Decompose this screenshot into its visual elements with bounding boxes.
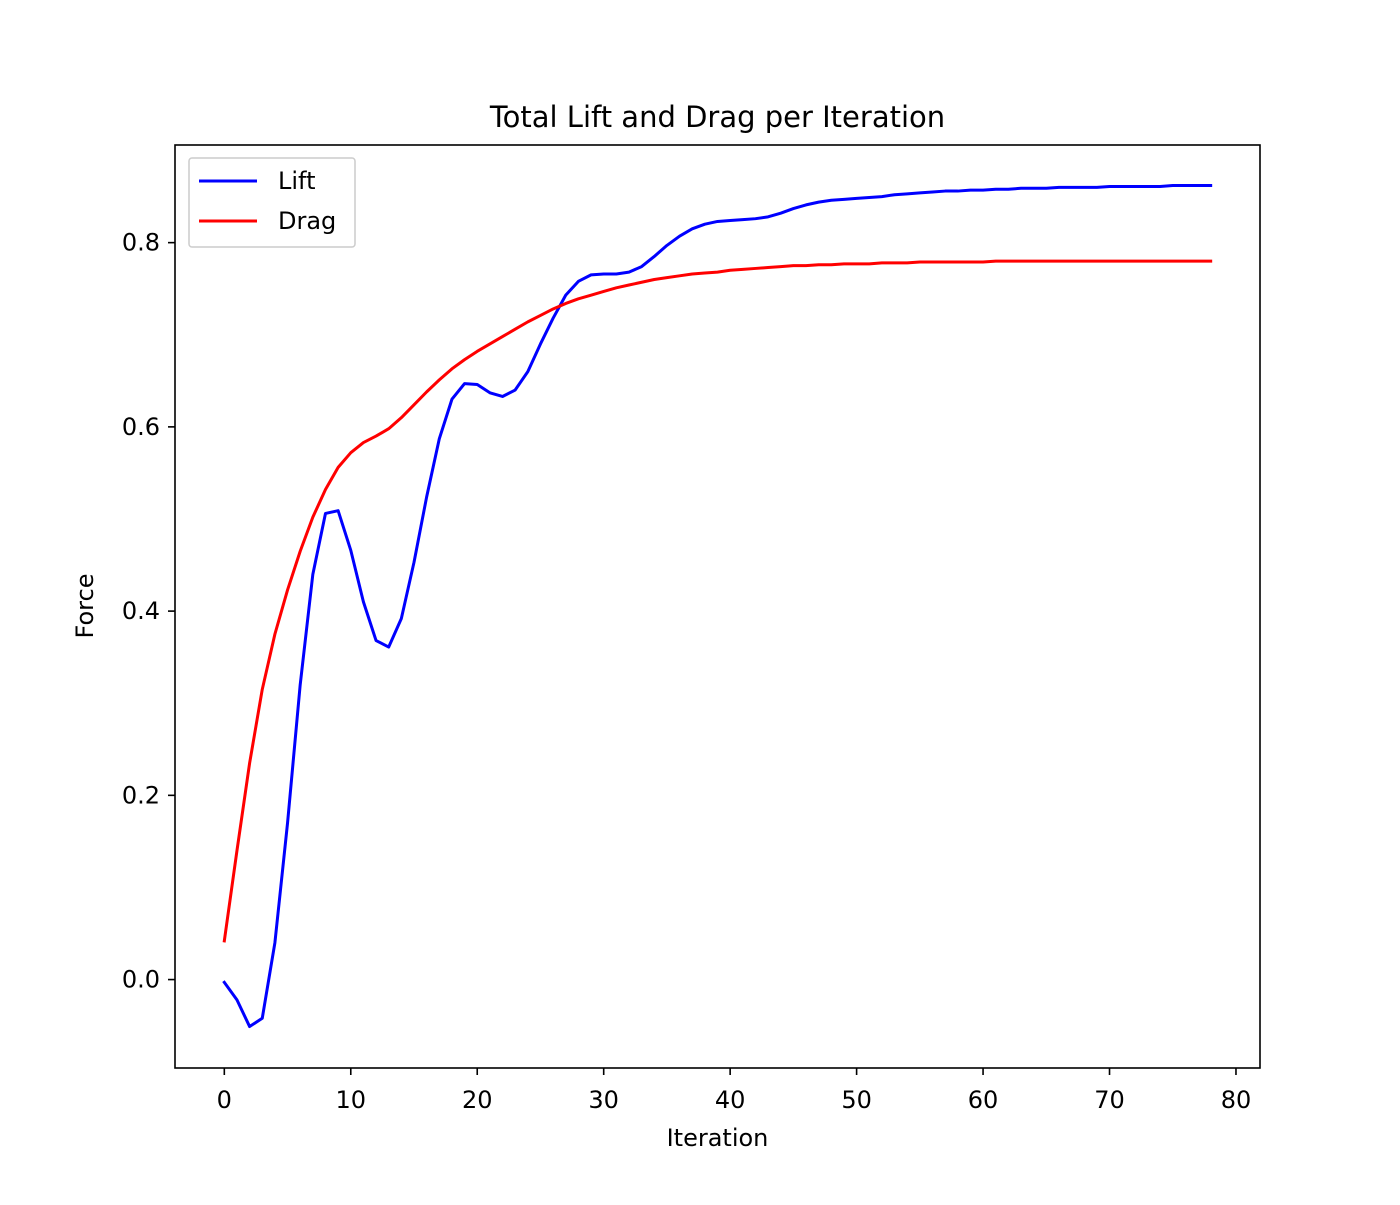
x-tick-label: 70	[1094, 1086, 1125, 1114]
y-tick-label: 0.0	[122, 966, 160, 994]
legend-label-lift: Lift	[278, 167, 315, 195]
y-axis-ticks: 0.0 0.2 0.4 0.6 0.8	[122, 229, 175, 994]
chart-title: Total Lift and Drag per Iteration	[489, 100, 945, 134]
x-axis-ticks: 0 10 20 30 40 50 60 70 80	[217, 1068, 1252, 1114]
y-tick-label: 0.2	[122, 781, 160, 809]
y-axis-label: Force	[71, 574, 99, 639]
x-tick-label: 20	[462, 1086, 493, 1114]
y-tick-label: 0.6	[122, 413, 160, 441]
x-tick-label: 50	[841, 1086, 872, 1114]
x-tick-label: 40	[715, 1086, 746, 1114]
x-tick-label: 30	[588, 1086, 619, 1114]
legend-label-drag: Drag	[278, 207, 336, 235]
y-tick-label: 0.8	[122, 229, 160, 257]
plot-area-frame	[174, 144, 1261, 1069]
x-tick-label: 80	[1221, 1086, 1252, 1114]
x-axis-label: Iteration	[667, 1124, 769, 1152]
series-line-lift	[222, 184, 1213, 1029]
x-tick-label: 0	[217, 1086, 232, 1114]
legend: Lift Drag	[188, 157, 356, 248]
y-tick-label: 0.4	[122, 597, 160, 625]
x-tick-label: 60	[968, 1086, 999, 1114]
x-tick-label: 10	[336, 1086, 367, 1114]
series-layer	[222, 184, 1213, 1029]
series-line-drag	[222, 259, 1213, 943]
